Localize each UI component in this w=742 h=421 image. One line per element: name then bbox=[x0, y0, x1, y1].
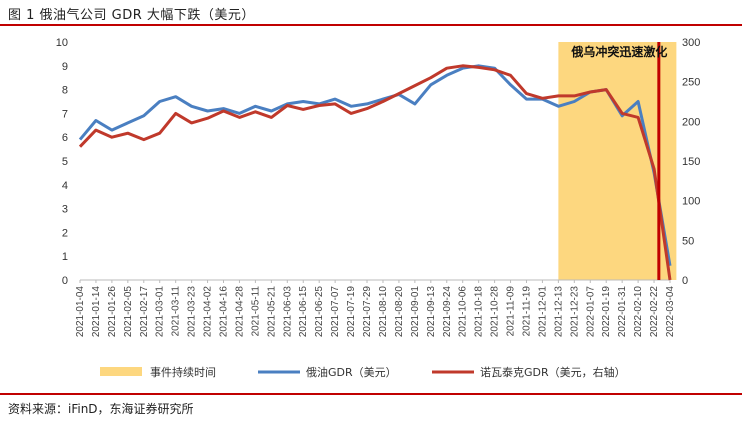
left-axis-tick-label: 5 bbox=[62, 156, 68, 168]
left-axis-tick-label: 7 bbox=[62, 108, 68, 120]
event-annotation: 俄乌冲突迅速激化 bbox=[570, 44, 667, 59]
left-axis-tick-label: 6 bbox=[62, 132, 68, 144]
right-axis-tick-label: 200 bbox=[682, 116, 700, 128]
x-axis-tick-label: 2021-12-23 bbox=[569, 286, 580, 338]
x-axis-tick-label: 2021-06-15 bbox=[298, 286, 309, 338]
left-axis-tick-label: 1 bbox=[62, 251, 68, 263]
bottom-rule bbox=[0, 393, 742, 395]
x-axis-tick-label: 2021-12-01 bbox=[537, 286, 548, 338]
legend-event-swatch bbox=[100, 367, 142, 376]
left-axis-tick-label: 8 bbox=[62, 85, 68, 97]
x-axis-tick-label: 2022-01-31 bbox=[617, 286, 628, 338]
source-note: 资料来源：iFinD，东海证券研究所 bbox=[8, 402, 194, 416]
x-axis-tick-label: 2021-01-14 bbox=[91, 286, 102, 338]
lukoil-gdr-line bbox=[78, 64, 672, 266]
x-axis-tick-label: 2021-04-16 bbox=[219, 286, 230, 338]
x-axis-tick-label: 2021-08-20 bbox=[394, 286, 405, 338]
legend-event-label: 事件持续时间 bbox=[150, 365, 216, 379]
x-axis-tick-label: 2021-11-09 bbox=[506, 286, 517, 337]
x-axis-tick-label: 2022-01-07 bbox=[585, 286, 596, 338]
right-axis-tick-label: 250 bbox=[682, 77, 700, 89]
x-axis-tick-label: 2022-02-10 bbox=[633, 286, 644, 338]
x-axis-tick-label: 2021-04-28 bbox=[234, 286, 245, 338]
x-axis-tick-label: 2021-07-29 bbox=[362, 286, 373, 338]
x-axis-tick-label: 2021-09-24 bbox=[442, 286, 453, 338]
x-axis-tick-label: 2021-04-02 bbox=[203, 286, 214, 338]
x-axis-tick-label: 2021-01-04 bbox=[75, 286, 86, 338]
right-axis-tick-label: 0 bbox=[682, 275, 688, 287]
legend-lukoil-label: 俄油GDR（美元） bbox=[306, 365, 397, 379]
x-axis-tick-label: 2021-05-21 bbox=[266, 286, 277, 338]
right-axis-tick-label: 50 bbox=[682, 235, 694, 247]
x-axis-tick-label: 2021-02-05 bbox=[123, 286, 134, 338]
x-axis-tick-label: 2021-11-19 bbox=[521, 286, 532, 337]
x-axis-tick-label: 2021-10-18 bbox=[474, 286, 485, 338]
right-axis-tick-label: 150 bbox=[682, 156, 700, 168]
top-rule bbox=[0, 24, 742, 26]
x-axis-tick-label: 2021-10-06 bbox=[458, 286, 469, 338]
chart-title: 图 1 俄油气公司 GDR 大幅下跌（美元） bbox=[8, 8, 255, 23]
x-axis-tick-label: 2022-01-19 bbox=[601, 286, 612, 338]
left-axis-tick-label: 4 bbox=[62, 180, 68, 192]
x-axis-tick-label: 2021-06-03 bbox=[282, 286, 293, 338]
x-axis-tick-label: 2021-06-25 bbox=[314, 286, 325, 338]
event-period-band bbox=[558, 42, 677, 280]
right-axis-tick-label: 100 bbox=[682, 196, 700, 208]
novatek-gdr-line bbox=[78, 64, 672, 281]
x-axis-tick-label: 2021-03-01 bbox=[155, 286, 166, 338]
x-axis-tick-label: 2021-09-13 bbox=[426, 286, 437, 338]
legend-novatek-label: 诺瓦泰克GDR（美元，右轴） bbox=[480, 365, 626, 379]
x-axis-tick-label: 2021-08-10 bbox=[378, 286, 389, 338]
right-axis-tick-label: 300 bbox=[682, 37, 700, 49]
left-axis-tick-label: 3 bbox=[62, 204, 68, 216]
x-axis-tick-label: 2021-03-23 bbox=[187, 286, 198, 338]
x-axis-tick-label: 2021-10-28 bbox=[490, 286, 501, 338]
x-axis-tick-label: 2021-07-19 bbox=[346, 286, 357, 338]
x-axis-tick-label: 2022-02-22 bbox=[649, 286, 660, 338]
x-axis-tick-label: 2021-01-26 bbox=[107, 286, 118, 338]
x-axis-tick-label: 2021-03-11 bbox=[171, 286, 182, 337]
x-axis-tick-label: 2021-07-07 bbox=[330, 286, 341, 338]
x-axis-tick-label: 2021-02-17 bbox=[139, 286, 150, 338]
x-axis-tick-label: 2021-12-13 bbox=[553, 286, 564, 338]
x-axis-tick-label: 2022-03-04 bbox=[665, 286, 676, 338]
x-axis-tick-label: 2021-09-01 bbox=[410, 286, 421, 338]
left-axis-tick-label: 9 bbox=[62, 61, 68, 73]
left-axis-tick-label: 2 bbox=[62, 227, 68, 239]
left-axis-tick-label: 10 bbox=[56, 37, 68, 49]
x-axis-tick-label: 2021-05-11 bbox=[250, 286, 261, 337]
left-axis-tick-label: 0 bbox=[62, 275, 68, 287]
